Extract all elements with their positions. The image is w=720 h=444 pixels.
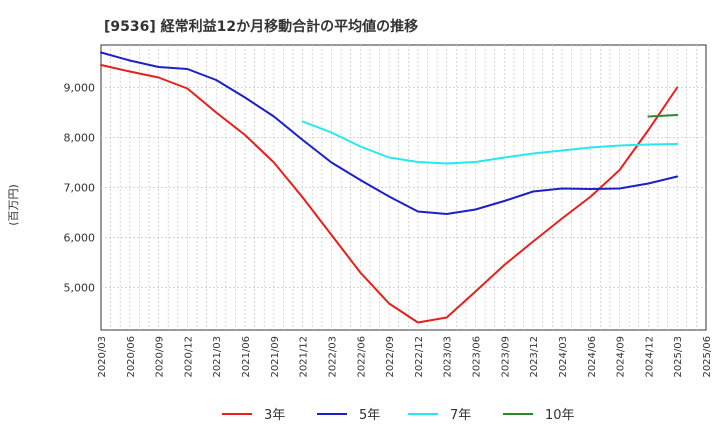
x-tick-label: 2021/06 (241, 336, 252, 378)
series-line (100, 64, 679, 324)
x-tick-label: 2022/03 (327, 336, 338, 378)
x-tick-label: 2020/09 (155, 336, 166, 378)
legend: 3年 5年 7年 10年 (222, 408, 575, 423)
y-tick-label: 5,000 (64, 282, 96, 295)
y-tick-label: 6,000 (64, 232, 96, 245)
x-tick-label: 2023/03 (443, 336, 454, 378)
x-tick-label: 2020/03 (97, 336, 108, 378)
x-tick-label: 2022/09 (385, 336, 396, 378)
series-line (647, 114, 679, 118)
x-tick-label: 2023/09 (500, 336, 511, 378)
legend-label: 3年 (264, 408, 285, 423)
legend-label: 7年 (450, 408, 471, 423)
series-line (301, 120, 679, 165)
x-tick-label: 2023/06 (472, 336, 483, 378)
y-tick-label: 8,000 (64, 132, 96, 145)
x-tick-label: 2022/12 (414, 336, 425, 378)
y-tick-label: 9,000 (64, 82, 96, 95)
y-axis-label: (百万円) (7, 184, 20, 226)
series-line (100, 51, 679, 215)
legend-label: 5年 (359, 408, 380, 423)
grid-layer (101, 45, 706, 330)
x-tick-label: 2021/09 (270, 336, 281, 378)
x-tick-label: 2021/12 (299, 336, 310, 378)
chart-title: [9536] 経常利益12か月移動合計の平均値の推移 (104, 18, 418, 35)
x-tick-label: 2024/06 (587, 336, 598, 378)
legend-label: 10年 (545, 408, 575, 423)
series-layer (100, 51, 679, 324)
x-tick-label: 2024/03 (558, 336, 569, 378)
axes-layer: 5,000 6,000 7,000 8,000 9,000 2020/03 2020/06 2… (64, 82, 714, 378)
x-tick-label: 2021/03 (212, 336, 223, 378)
x-tick-label: 2020/06 (126, 336, 137, 378)
x-tick-label: 2025/06 (702, 336, 713, 378)
x-tick-label: 2024/09 (616, 336, 627, 378)
y-tick-label: 7,000 (64, 182, 96, 195)
x-tick-label: 2022/06 (356, 336, 367, 378)
x-tick-label: 2020/12 (183, 336, 194, 378)
x-tick-label: 2025/03 (673, 336, 684, 378)
x-tick-label: 2023/12 (529, 336, 540, 378)
x-tick-label: 2024/12 (644, 336, 655, 378)
plot-area (100, 44, 707, 331)
